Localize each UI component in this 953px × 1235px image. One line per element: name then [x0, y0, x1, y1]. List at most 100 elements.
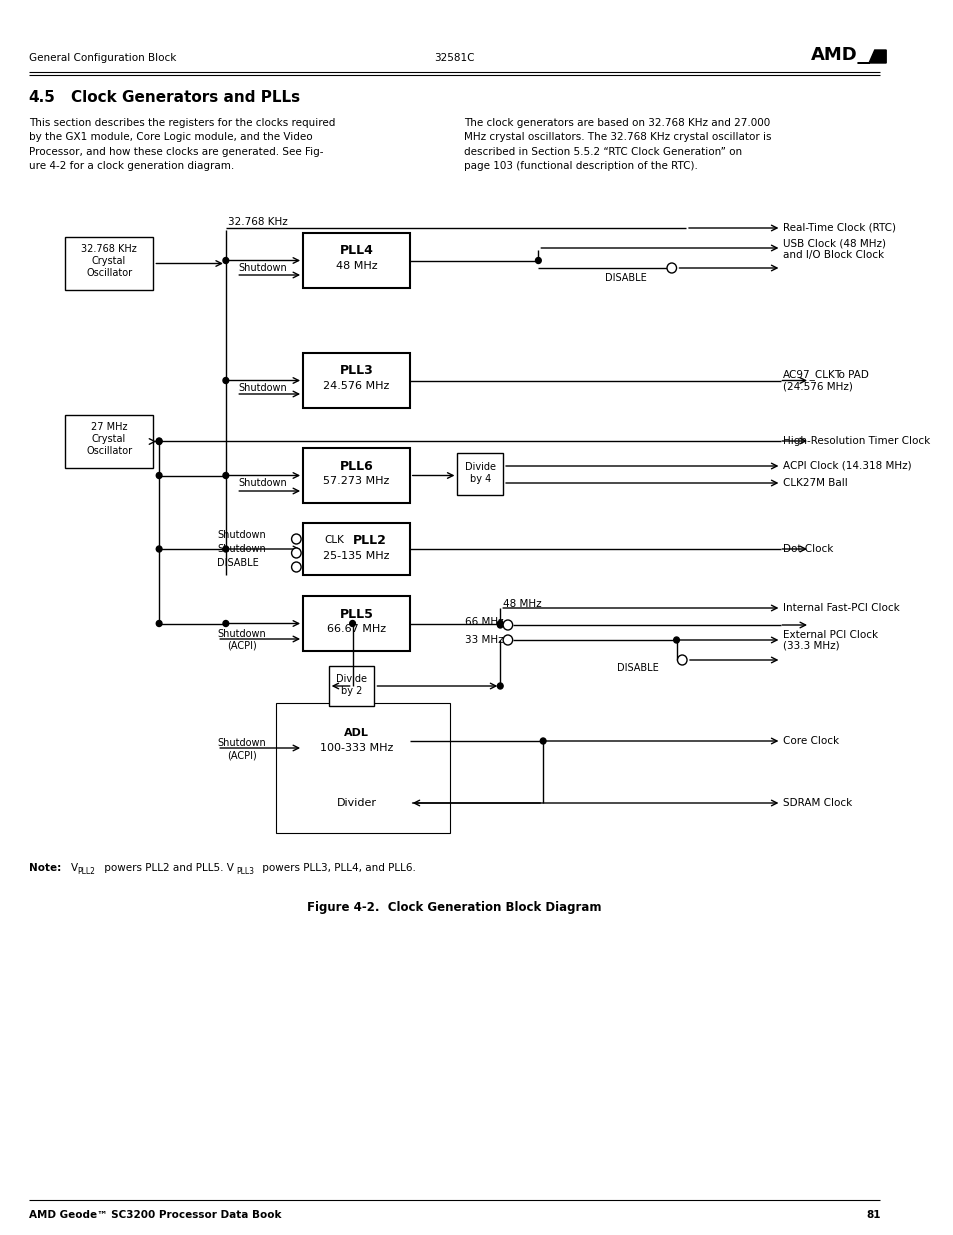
Text: ACPI Clock (14.318 MHz): ACPI Clock (14.318 MHz): [782, 461, 911, 471]
Circle shape: [502, 635, 512, 645]
Bar: [65, 237, 153, 290]
Text: DISABLE: DISABLE: [604, 273, 646, 283]
Text: Dot Clock: Dot Clock: [782, 543, 833, 555]
Text: 66.67 MHz: 66.67 MHz: [327, 624, 386, 634]
Text: Shutdown: Shutdown: [217, 629, 266, 638]
Text: 32.768 KHz: 32.768 KHz: [228, 217, 287, 227]
Circle shape: [666, 263, 676, 273]
Text: Core Clock: Core Clock: [782, 736, 839, 746]
Circle shape: [673, 637, 679, 643]
Circle shape: [223, 258, 229, 263]
Circle shape: [497, 620, 502, 626]
Circle shape: [497, 622, 502, 629]
Circle shape: [156, 438, 162, 445]
Circle shape: [502, 620, 512, 630]
Text: SDRAM Clock: SDRAM Clock: [782, 798, 852, 808]
Text: PLL5: PLL5: [339, 608, 373, 620]
Text: 25-135 MHz: 25-135 MHz: [323, 551, 389, 561]
Text: (24.576 MHz): (24.576 MHz): [782, 382, 852, 391]
Text: PLL2: PLL2: [353, 534, 386, 547]
Text: Crystal: Crystal: [91, 433, 126, 445]
Circle shape: [156, 546, 162, 552]
Circle shape: [292, 548, 301, 558]
Bar: [303, 353, 409, 408]
Circle shape: [677, 655, 686, 664]
Text: Shutdown: Shutdown: [238, 478, 287, 488]
Text: (33.3 MHz): (33.3 MHz): [782, 641, 839, 651]
Text: Oscillator: Oscillator: [86, 446, 132, 456]
Text: Clock Generators and PLLs: Clock Generators and PLLs: [71, 89, 300, 105]
Bar: [276, 703, 449, 832]
Text: Divide: Divide: [335, 674, 367, 684]
Text: PLL3: PLL3: [339, 364, 373, 378]
Bar: [65, 415, 153, 468]
Text: 81: 81: [865, 1210, 880, 1220]
Circle shape: [156, 620, 162, 626]
Circle shape: [223, 546, 229, 552]
Text: powers PLL3, PLL4, and PLL6.: powers PLL3, PLL4, and PLL6.: [259, 863, 416, 873]
Text: V: V: [71, 863, 77, 873]
Text: CLK27M Ball: CLK27M Ball: [782, 478, 847, 488]
Text: External PCI Clock: External PCI Clock: [782, 630, 878, 640]
Text: 33 MHz: 33 MHz: [464, 635, 503, 645]
Circle shape: [223, 620, 229, 626]
Text: 66 MHz: 66 MHz: [464, 618, 503, 627]
Circle shape: [292, 562, 301, 572]
Text: Figure 4-2.  Clock Generation Block Diagram: Figure 4-2. Clock Generation Block Diagr…: [307, 902, 601, 914]
Text: 32.768 KHz: 32.768 KHz: [81, 245, 137, 254]
Text: PLL4: PLL4: [339, 245, 373, 258]
Text: Note:: Note:: [29, 863, 61, 873]
Text: 100-333 MHz: 100-333 MHz: [319, 743, 393, 753]
Text: 48 MHz: 48 MHz: [335, 261, 376, 270]
Text: powers PLL2 and PLL5. V: powers PLL2 and PLL5. V: [101, 863, 233, 873]
Bar: [303, 448, 409, 503]
Circle shape: [223, 378, 229, 384]
Text: Real-Time Clock (RTC): Real-Time Clock (RTC): [782, 224, 895, 233]
Text: Divide: Divide: [464, 462, 496, 472]
Circle shape: [156, 438, 162, 445]
Circle shape: [539, 739, 545, 743]
Text: This section describes the registers for the clocks required
by the GX1 module, : This section describes the registers for…: [29, 119, 335, 172]
Text: Crystal: Crystal: [91, 256, 126, 266]
Bar: [303, 787, 409, 819]
Text: ADL: ADL: [344, 727, 369, 739]
Circle shape: [292, 534, 301, 543]
Text: Shutdown: Shutdown: [238, 263, 287, 273]
Text: Shutdown: Shutdown: [217, 543, 266, 555]
Text: 32581C: 32581C: [434, 53, 475, 63]
Text: CLK: CLK: [324, 535, 343, 545]
Text: Oscillator: Oscillator: [86, 268, 132, 278]
Circle shape: [350, 620, 355, 626]
Text: 27 MHz: 27 MHz: [91, 422, 127, 432]
Circle shape: [535, 258, 540, 263]
Text: DISABLE: DISABLE: [617, 663, 659, 673]
Text: 24.576 MHz: 24.576 MHz: [323, 382, 389, 391]
Text: PLL6: PLL6: [339, 459, 373, 473]
Text: 57.273 MHz: 57.273 MHz: [323, 475, 389, 487]
Text: 4.5: 4.5: [29, 89, 55, 105]
Text: AMD: AMD: [810, 46, 857, 64]
Text: AC97_CLK: AC97_CLK: [782, 369, 835, 380]
Text: Shutdown: Shutdown: [217, 530, 266, 540]
Circle shape: [223, 473, 229, 478]
Text: Internal Fast-PCI Clock: Internal Fast-PCI Clock: [782, 603, 899, 613]
Text: To PAD: To PAD: [833, 369, 868, 379]
Text: General Configuration Block: General Configuration Block: [29, 53, 175, 63]
Text: (ACPI): (ACPI): [227, 641, 256, 651]
Text: (ACPI): (ACPI): [227, 750, 256, 760]
Polygon shape: [857, 49, 885, 63]
Text: and I/O Block Clock: and I/O Block Clock: [782, 249, 883, 261]
Text: 48 MHz: 48 MHz: [502, 599, 541, 609]
Text: Divider: Divider: [336, 798, 376, 808]
Text: AMD Geode™ SC3200 Processor Data Book: AMD Geode™ SC3200 Processor Data Book: [29, 1210, 281, 1220]
Bar: [456, 453, 502, 495]
Bar: [303, 597, 409, 651]
Text: PLL2: PLL2: [77, 867, 95, 877]
Text: by 2: by 2: [340, 685, 362, 697]
Text: High-Resolution Timer Clock: High-Resolution Timer Clock: [782, 436, 929, 446]
Text: The clock generators are based on 32.768 KHz and 27.000
MHz crystal oscillators.: The clock generators are based on 32.768…: [463, 119, 771, 172]
Bar: [303, 715, 409, 767]
Text: USB Clock (48 MHz): USB Clock (48 MHz): [782, 240, 885, 249]
Bar: [303, 233, 409, 288]
Text: Shutdown: Shutdown: [217, 739, 266, 748]
